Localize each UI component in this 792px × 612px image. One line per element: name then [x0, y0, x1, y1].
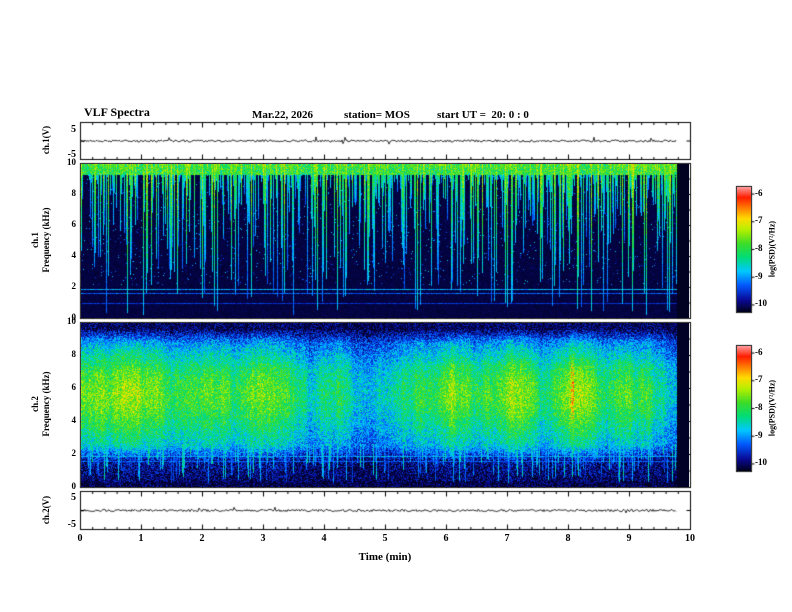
- ch2-frequency-axis-line1: ch.2: [30, 396, 40, 412]
- x-tick-label: 2: [199, 533, 205, 544]
- frequency-tick-label: 4: [71, 415, 77, 425]
- ch1-colorbar-canvas: [737, 187, 751, 312]
- colorbar-tick-label: -6: [755, 346, 763, 357]
- time-axis-label: Time (min): [358, 551, 412, 563]
- ch2-spectrogram-canvas: [81, 323, 689, 487]
- ch2-colorbar-canvas: [737, 346, 751, 471]
- ch2-frequency-axis-label: ch.2 Frequency (kHz): [30, 371, 52, 436]
- ch1-spectrogram-canvas: [81, 164, 689, 318]
- date-label: Mar.22, 2026: [252, 109, 314, 121]
- x-tick-label: 5: [382, 533, 388, 544]
- colorbar-tick-label: -8: [755, 402, 763, 412]
- x-tick-label: 10: [685, 533, 695, 544]
- frequency-tick-label: 8: [71, 349, 77, 359]
- frequency-tick-label: 4: [71, 250, 77, 260]
- frequency-tick-label: 6: [71, 382, 77, 392]
- colorbar-tick-label: -8: [755, 243, 763, 253]
- ch2-colorbar-axis-label: log(PSD)(V²/Hz): [767, 379, 777, 437]
- x-tick-label: 1: [138, 533, 144, 544]
- colorbar-tick-label: -9: [755, 270, 763, 281]
- frequency-tick-label: 10: [67, 157, 76, 167]
- ch2-wave-ymax-label: 5: [71, 492, 76, 503]
- ch1-frequency-axis-label: ch.1 Frequency (kHz): [30, 207, 52, 272]
- colorbar-tick-label: -7: [755, 215, 763, 226]
- start-ut-label: start UT = 20: 0 : 0: [437, 109, 529, 121]
- ch1-wave-ymax-label: 5: [71, 124, 76, 135]
- station-label: station= MOS: [344, 109, 410, 121]
- x-tick-label: 8: [565, 533, 571, 544]
- ch2-waveform-canvas: [81, 492, 689, 529]
- x-tick-label: 7: [504, 533, 510, 544]
- plot-title: VLF Spectra: [84, 105, 150, 119]
- colorbar-tick-label: -10: [755, 298, 767, 309]
- frequency-tick-label: 6: [71, 219, 77, 229]
- colorbar-tick-label: -7: [755, 374, 763, 385]
- frequency-tick-label: 2: [71, 448, 77, 458]
- x-tick-label: 9: [626, 533, 632, 544]
- colorbar-tick-label: -6: [755, 187, 763, 198]
- x-tick-label: 3: [260, 533, 266, 544]
- colorbar-tick-label: -9: [755, 429, 763, 440]
- ch2-wave-ymin-label: -5: [67, 519, 76, 530]
- x-tick-label: 4: [321, 533, 327, 544]
- frequency-tick-label: 8: [71, 188, 77, 198]
- frequency-tick-label: 2: [71, 281, 77, 291]
- ch1-frequency-axis-line1: ch.1: [30, 232, 40, 248]
- colorbar-tick-label: -10: [755, 457, 767, 468]
- frequency-tick-label: 10: [67, 316, 76, 326]
- x-tick-label: 6: [443, 533, 449, 544]
- ch2-frequency-axis-line2: Frequency (kHz): [41, 371, 51, 437]
- frequency-tick-label: 0: [71, 481, 77, 491]
- ch1-frequency-axis-line2: Frequency (kHz): [41, 207, 51, 273]
- ch1-voltage-axis-label: ch.1(V): [41, 125, 51, 155]
- ch2-voltage-axis-label: ch.2(V): [41, 495, 51, 525]
- ch1-wave-ymin-label: -5: [67, 149, 76, 160]
- x-tick-label: 0: [77, 533, 83, 544]
- frequency-tick-label: 0: [71, 312, 77, 322]
- ch1-waveform-canvas: [81, 123, 689, 159]
- ch1-colorbar-axis-label: log(PSD)(V²/Hz): [767, 220, 777, 278]
